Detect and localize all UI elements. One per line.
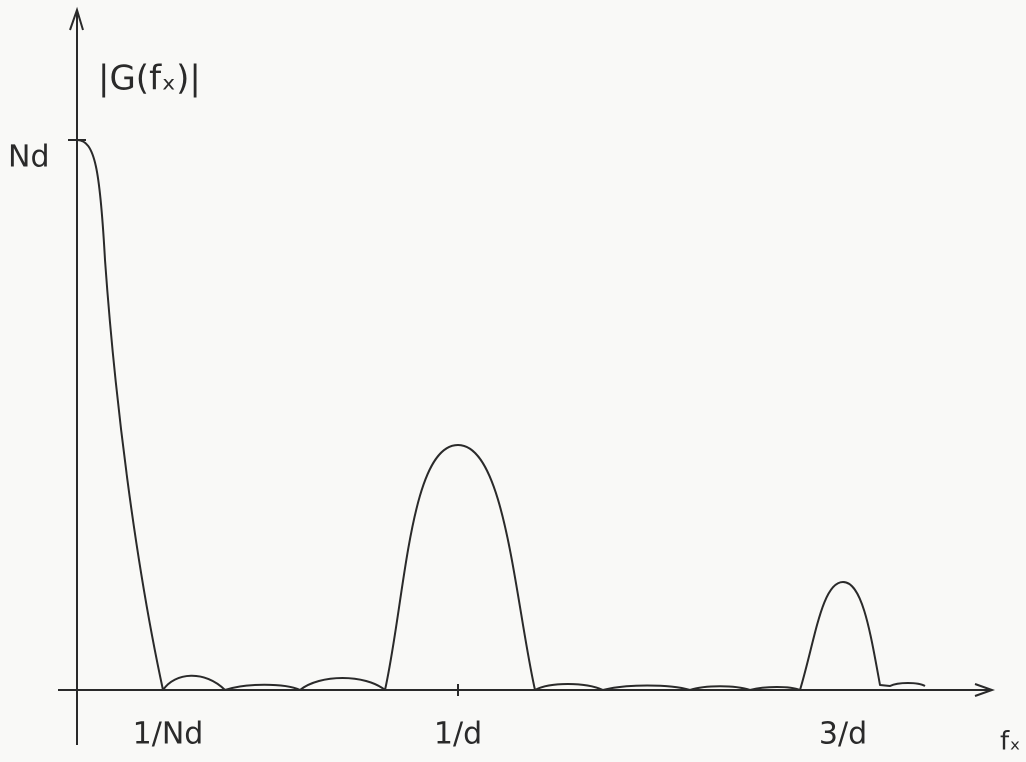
x-axis-label: fₓ bbox=[1000, 727, 1021, 757]
y-arrow bbox=[69, 6, 84, 31]
x-marker: 1/d bbox=[434, 717, 482, 752]
x-marker: 3/d bbox=[819, 717, 867, 752]
y-axis-label: |G(fₓ)| bbox=[98, 59, 201, 99]
spectrum-curve bbox=[76, 139, 926, 691]
y-marker: Nd bbox=[8, 140, 49, 175]
x-arrow bbox=[974, 683, 996, 697]
x-marker: 1/Nd bbox=[133, 717, 204, 752]
